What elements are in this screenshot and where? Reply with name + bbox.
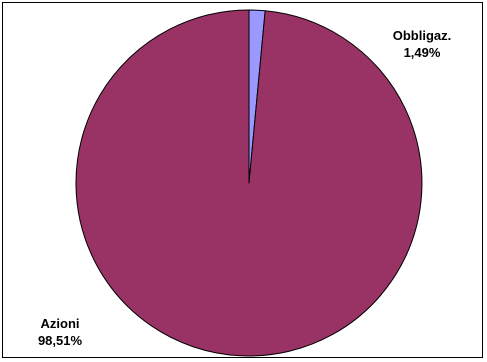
slice-label-azioni-name: Azioni xyxy=(41,316,80,331)
slice-label-obbligaz-value: 1,49% xyxy=(404,45,441,60)
chart-frame: Obbligaz. 1,49% Azioni 98,51% xyxy=(2,2,483,358)
pie-chart: Obbligaz. 1,49% Azioni 98,51% xyxy=(38,9,452,357)
pie-slice-azioni xyxy=(75,9,423,357)
slice-label-obbligaz-name: Obbligaz. xyxy=(393,28,452,43)
slice-label-azioni-value: 98,51% xyxy=(38,333,83,348)
pie-slices xyxy=(75,9,423,357)
